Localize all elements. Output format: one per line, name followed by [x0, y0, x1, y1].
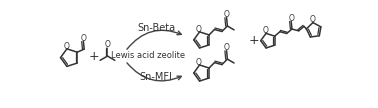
Text: +: + [248, 34, 259, 47]
Text: Sn-MFI: Sn-MFI [139, 72, 172, 82]
Text: O: O [224, 44, 229, 52]
Text: O: O [224, 10, 229, 19]
Text: O: O [196, 58, 202, 67]
Text: O: O [63, 42, 69, 51]
Text: O: O [262, 26, 268, 35]
Text: O: O [196, 25, 202, 34]
Text: Sn-Beta: Sn-Beta [137, 23, 175, 33]
Text: Lewis acid zeolite: Lewis acid zeolite [111, 51, 185, 60]
Text: O: O [288, 14, 294, 23]
FancyArrowPatch shape [127, 63, 181, 81]
FancyArrowPatch shape [127, 30, 181, 49]
Text: O: O [81, 34, 86, 43]
Text: O: O [310, 15, 316, 24]
Text: O: O [105, 40, 110, 49]
Text: +: + [89, 50, 100, 63]
